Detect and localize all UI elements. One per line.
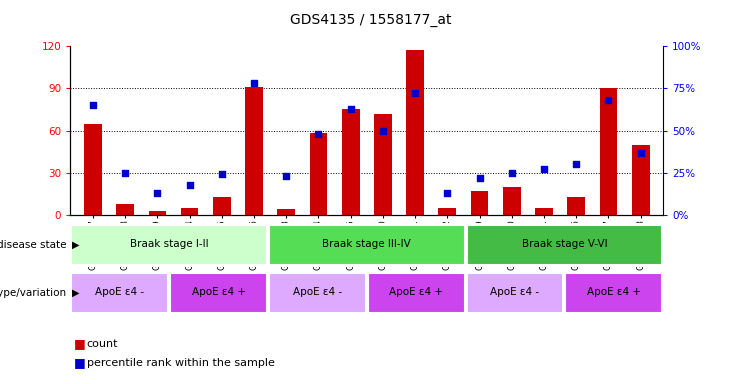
Text: disease state: disease state (0, 240, 67, 250)
Bar (181, 208, 199, 215)
Point (151, 190, 163, 196)
Bar (245, 87, 263, 215)
Bar (148, 211, 166, 215)
Text: ▶: ▶ (72, 288, 79, 298)
Text: ■: ■ (74, 337, 86, 350)
Bar (71, 273, 168, 313)
Text: percentile rank within the sample: percentile rank within the sample (87, 358, 275, 368)
Bar (599, 88, 617, 215)
Bar (467, 273, 563, 313)
Bar (568, 197, 585, 215)
Text: ApoE ε4 +: ApoE ε4 + (192, 287, 245, 297)
Bar (535, 208, 553, 215)
Point (635, 149, 647, 156)
Bar (406, 50, 424, 215)
Point (473, 175, 485, 181)
Point (442, 190, 453, 196)
Point (216, 171, 227, 177)
Bar (503, 187, 521, 215)
Bar (213, 197, 230, 215)
Bar (71, 225, 267, 265)
Text: ■: ■ (74, 356, 86, 369)
Text: genotype/variation: genotype/variation (0, 288, 67, 298)
Point (602, 97, 614, 103)
Bar (467, 225, 662, 265)
Point (119, 170, 131, 176)
Text: GDS4135 / 1558177_at: GDS4135 / 1558177_at (290, 13, 451, 27)
Point (377, 127, 389, 134)
Text: ApoE ε4 -: ApoE ε4 - (96, 287, 144, 297)
Bar (565, 273, 662, 313)
Bar (310, 133, 328, 215)
Text: ApoE ε4 -: ApoE ε4 - (491, 287, 539, 297)
Point (538, 166, 550, 172)
Text: count: count (87, 339, 119, 349)
Bar (269, 225, 465, 265)
Bar (170, 273, 267, 313)
Bar (84, 124, 102, 215)
Bar (471, 191, 488, 215)
Text: Braak stage V-VI: Braak stage V-VI (522, 239, 607, 249)
Point (248, 80, 260, 86)
Point (345, 106, 356, 112)
Text: ApoE ε4 +: ApoE ε4 + (587, 287, 641, 297)
Point (571, 161, 582, 167)
Text: ▶: ▶ (72, 240, 79, 250)
Point (280, 173, 292, 179)
Text: ApoE ε4 +: ApoE ε4 + (389, 287, 443, 297)
Point (87, 102, 99, 108)
Point (184, 182, 196, 188)
Bar (269, 273, 366, 313)
Point (506, 170, 518, 176)
Text: Braak stage III-IV: Braak stage III-IV (322, 239, 411, 249)
Bar (368, 273, 465, 313)
Text: Braak stage I-II: Braak stage I-II (130, 239, 208, 249)
Bar (342, 109, 359, 215)
Point (313, 131, 325, 137)
Bar (439, 208, 456, 215)
Bar (632, 145, 650, 215)
Bar (116, 204, 134, 215)
Bar (277, 209, 295, 215)
Bar (374, 114, 392, 215)
Point (409, 90, 421, 96)
Text: ApoE ε4 -: ApoE ε4 - (293, 287, 342, 297)
